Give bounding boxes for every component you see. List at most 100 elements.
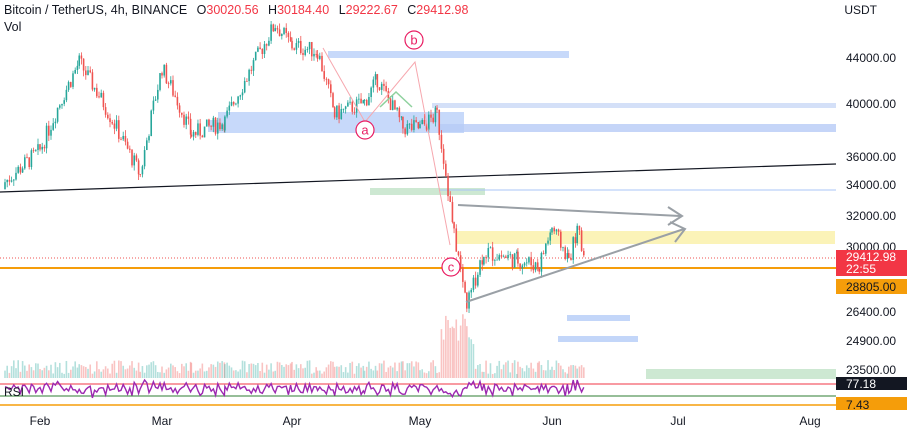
- candle-body: [45, 125, 48, 149]
- volume-bar: [455, 319, 458, 378]
- high-value: 30184.40: [277, 3, 330, 17]
- zone-band-38000[interactable]: [440, 124, 836, 132]
- volume-bar: [26, 370, 28, 378]
- candle-body: [521, 265, 524, 269]
- volume-bar: [553, 370, 555, 378]
- volume-bar: [159, 372, 161, 378]
- svg-text:a: a: [361, 123, 369, 138]
- rsi-label[interactable]: RSI: [4, 385, 25, 399]
- wave-path[interactable]: [322, 47, 451, 246]
- candle-body: [107, 114, 109, 119]
- candle-body: [59, 105, 61, 108]
- countdown-label: 22:55: [846, 262, 876, 276]
- candle-body: [462, 267, 464, 282]
- trend-line-black[interactable]: [0, 163, 837, 193]
- tick-label: 40000.00: [846, 97, 896, 111]
- yellow-zone-range[interactable]: [457, 231, 835, 244]
- green-zone-mid[interactable]: [370, 188, 485, 195]
- candle-body: [498, 255, 501, 260]
- candle-body: [129, 148, 131, 150]
- candle-body: [24, 157, 26, 169]
- time-axis[interactable]: Feb Mar Apr May Jun Jul Aug: [30, 414, 821, 428]
- candle-body: [557, 229, 560, 232]
- candle-body: [494, 259, 496, 261]
- volume-bar: [107, 368, 109, 378]
- volume-bar: [216, 361, 219, 378]
- candle-body: [197, 123, 199, 135]
- candle-body: [538, 267, 541, 272]
- volume-bar: [146, 365, 148, 378]
- volume-bar: [70, 369, 72, 378]
- candle-body: [442, 148, 445, 164]
- candle-body: [176, 96, 179, 106]
- candle-body: [368, 96, 370, 106]
- volume-bar: [462, 314, 464, 378]
- candle-body: [43, 146, 46, 149]
- volume-bar: [516, 373, 518, 378]
- volume-bar: [347, 372, 349, 378]
- candle-body: [513, 253, 516, 268]
- candle-body: [396, 107, 398, 110]
- candle-body: [82, 58, 85, 71]
- high-key: H: [268, 3, 278, 17]
- volume-bar: [63, 373, 65, 378]
- pennant-drawing[interactable]: [457, 204, 687, 303]
- volume-bar: [201, 363, 204, 378]
- candle-body: [216, 122, 219, 134]
- rsi-pane[interactable]: [0, 378, 836, 406]
- price-scale[interactable]: 44000.00 40000.00 36000.00 34000.00 3200…: [836, 51, 907, 412]
- volume-bar: [252, 363, 255, 378]
- wave-label-b[interactable]: b: [404, 30, 424, 50]
- candle-body: [321, 55, 323, 72]
- volume-bar: [319, 370, 321, 378]
- last-price-tag: [836, 250, 907, 276]
- candle-body: [194, 132, 197, 135]
- volume-bar: [316, 370, 319, 378]
- tick-label: 23500.00: [846, 363, 896, 377]
- volume-bar: [80, 365, 83, 378]
- candle-body: [308, 42, 311, 50]
- candle-body: [263, 44, 266, 54]
- candle-body: [89, 70, 92, 73]
- candle-body: [394, 100, 396, 110]
- volume-bar: [500, 369, 503, 378]
- candle-body: [505, 256, 507, 259]
- candle-body: [111, 122, 114, 124]
- volume-bar: [566, 373, 569, 378]
- volume-bar: [519, 366, 521, 378]
- volume-bar: [72, 366, 74, 378]
- candle-body: [438, 109, 441, 135]
- blue-zone-low-1[interactable]: [567, 315, 630, 321]
- supply-zone-top[interactable]: [328, 51, 569, 58]
- candle-body: [48, 125, 50, 136]
- candle-body: [56, 107, 59, 122]
- volume-bar: [521, 368, 524, 378]
- volume-bar: [325, 367, 328, 378]
- volume-bar: [378, 363, 381, 378]
- wave-label-c[interactable]: c: [441, 257, 461, 277]
- candle-body: [235, 103, 237, 105]
- candle-body: [118, 120, 120, 139]
- volume-bar: [423, 372, 426, 378]
- zone-band-40000[interactable]: [432, 103, 836, 108]
- volume-bar: [120, 361, 122, 378]
- volume-bar: [474, 368, 477, 378]
- volume-label[interactable]: Vol: [4, 20, 22, 34]
- wave-label-a[interactable]: a: [355, 120, 375, 140]
- svg-text:b: b: [410, 33, 417, 48]
- volume-bar: [122, 365, 125, 378]
- candle-body: [402, 116, 404, 129]
- candle-body: [464, 281, 466, 293]
- symbol-title[interactable]: Bitcoin / TetherUS, 4h, BINANCE: [4, 3, 188, 17]
- candle-body: [347, 102, 349, 107]
- candle-body: [148, 136, 150, 141]
- volume-bar: [576, 368, 578, 378]
- candle-body: [525, 262, 528, 264]
- candle-body: [6, 179, 8, 183]
- volume-bar: [494, 373, 496, 378]
- blue-zone-low-2[interactable]: [558, 336, 638, 342]
- volume-bar: [400, 361, 403, 378]
- green-zone-low[interactable]: [646, 369, 836, 379]
